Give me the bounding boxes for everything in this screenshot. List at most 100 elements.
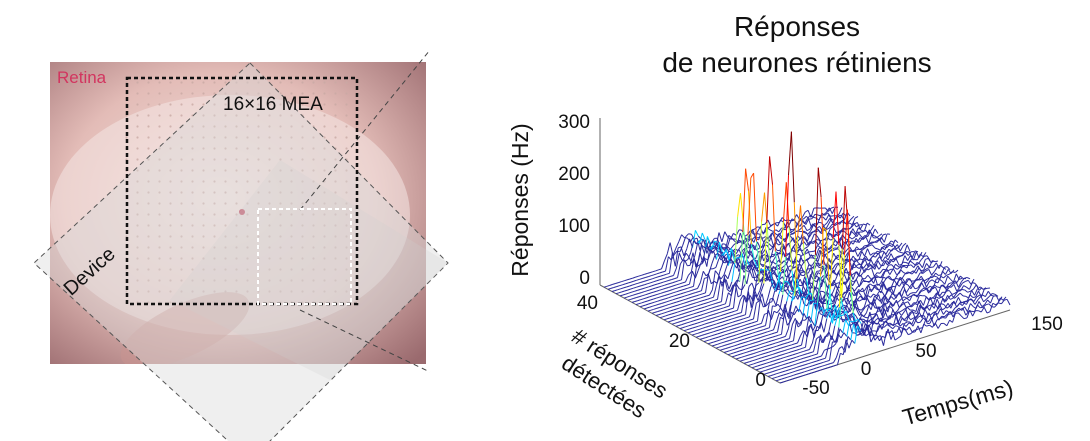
response-trace-segment [709,328,713,331]
response-trace-segment [747,264,751,269]
response-trace-segment [820,321,825,333]
response-trace-segment [838,297,843,328]
response-trace-segment [880,303,885,313]
response-trace-segment [958,277,963,280]
response-trace-segment [676,300,680,303]
response-trace-segment [920,289,925,292]
response-trace-segment [730,261,735,270]
response-trace-segment [884,276,888,282]
response-trace-segment [934,311,938,315]
response-trace-segment [869,244,873,247]
response-trace-segment [759,370,764,373]
response-trace-segment [962,295,966,297]
response-trace-segment [819,249,824,257]
response-trace-segment [963,285,967,288]
response-trace-segment [854,231,859,238]
response-trace-segment [799,264,804,271]
response-trace-segment [782,363,787,366]
response-trace-segment [915,288,920,293]
response-trace-segment [665,256,669,272]
response-trace-segment [651,284,655,287]
response-trace-segment [886,244,890,249]
response-trace-segment [788,218,793,226]
response-trace-segment [929,324,933,328]
response-trace-segment [760,346,764,349]
response-trace-segment [881,271,886,279]
response-trace-segment [727,325,731,328]
response-trace-segment [830,335,835,342]
response-trace-segment [865,324,870,331]
response-trace-segment [869,301,873,305]
response-trace-segment [698,300,703,303]
response-trace-segment [872,284,877,287]
response-trace-segment [675,314,679,317]
response-trace-segment [783,373,787,376]
response-trace-segment [733,341,737,344]
response-trace-segment [871,228,876,236]
response-trace-segment [896,283,900,287]
response-trace-segment [943,274,947,279]
response-trace-segment [690,303,694,305]
response-trace-segment [827,309,832,312]
response-trace-segment [775,241,779,246]
response-trace-segment [642,287,647,290]
response-trace-segment [922,270,927,274]
response-trace-segment [790,131,795,203]
response-trace-segment [744,327,748,330]
response-trace-segment [702,271,707,277]
response-trace-segment [858,227,862,231]
response-trace-segment [681,323,685,326]
response-trace-segment [830,313,835,323]
response-trace-segment [845,267,850,277]
response-trace-segment [886,315,890,322]
response-trace-segment [651,294,656,297]
response-trace-segment [745,340,749,343]
response-trace-segment [800,271,804,274]
response-trace-segment [964,289,968,293]
response-trace-segment [803,230,807,233]
response-trace-segment [790,350,795,353]
response-trace-segment [894,273,899,280]
response-trace-segment [800,350,804,353]
response-trace-segment [854,264,858,269]
response-trace-segment [811,214,816,219]
response-trace-segment [640,281,644,283]
response-trace-segment [785,379,789,382]
response-trace-segment [786,281,791,286]
response-trace-segment [761,253,766,257]
response-trace-segment [946,273,950,276]
response-trace-segment [664,276,668,279]
response-trace-segment [720,307,724,310]
response-trace-segment [950,278,954,283]
response-trace-segment [871,234,875,237]
response-trace-segment [709,321,713,323]
response-trace-segment [816,366,820,369]
response-trace-segment [895,300,900,308]
x-axis-label: Temps(ms) [900,374,1016,430]
response-trace-segment [746,269,751,284]
response-trace-segment [703,312,707,315]
response-trace-segment [931,284,935,289]
response-trace-segment [831,264,836,270]
response-trace-segment [941,280,946,285]
response-trace-segment [621,290,625,293]
response-trace-segment [877,260,882,266]
response-trace-segment [714,343,718,346]
response-trace-segment [847,218,852,223]
response-trace-segment [874,235,878,239]
response-trace-segment [715,319,719,322]
response-trace-segment [734,344,738,347]
response-trace-segment [718,255,722,260]
response-trace-segment [889,315,893,318]
response-trace-segment [835,348,840,358]
response-trace-segment [825,298,830,310]
response-trace-segment [728,248,732,266]
response-trace-segment [725,319,729,322]
response-trace-segment [638,302,642,305]
response-trace-segment [761,293,766,308]
response-trace-segment [813,338,817,352]
response-trace-segment [747,336,751,339]
response-trace-segment [935,262,940,269]
response-trace-segment [844,289,849,296]
response-trace-segment [712,337,716,340]
